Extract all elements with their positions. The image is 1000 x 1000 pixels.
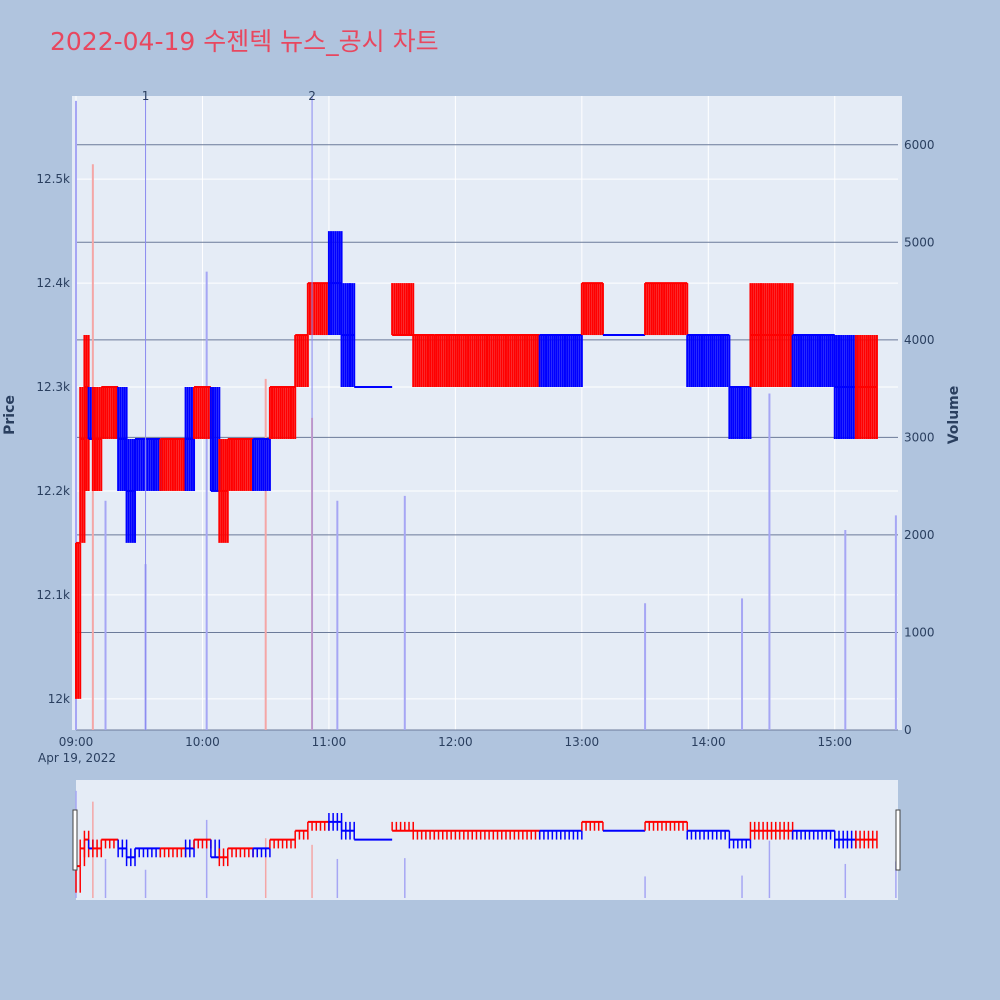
price-layer (75, 231, 878, 699)
y2-tick-label: 5000 (904, 235, 935, 249)
y-tick-label: 12.1k (36, 588, 70, 602)
y-tick-label: 12.2k (36, 484, 70, 498)
range-slider[interactable] (76, 780, 898, 900)
y-tick-label: 12k (48, 692, 70, 706)
chart-title: 2022-04-19 수젠텍 뉴스_공시 차트 (50, 27, 439, 56)
x-tick-label: 13:00 (565, 735, 600, 749)
x-tick-label: 14:00 (691, 735, 726, 749)
y-tick-label: 12.3k (36, 380, 70, 394)
y2-tick-label: 3000 (904, 430, 935, 444)
y-tick-label: 12.4k (36, 276, 70, 290)
x-tick-label: 10:00 (185, 735, 220, 749)
news-marker-label: 1 (142, 89, 150, 103)
y2-tick-label: 0 (904, 723, 912, 737)
y2-tick-label: 2000 (904, 528, 935, 542)
y2-tick-label: 4000 (904, 333, 935, 347)
y-tick-label: 12.5k (36, 172, 70, 186)
range-slider-preview (75, 790, 897, 898)
y2-tick-label: 1000 (904, 625, 935, 639)
x-tick-label: 12:00 (438, 735, 473, 749)
x-tick-label: 09:00 (59, 735, 94, 749)
y2-tick-label: 6000 (904, 138, 935, 152)
x-tick-label: 11:00 (312, 735, 347, 749)
y-axis-title: Price (2, 395, 18, 435)
news-marker-label: 2 (308, 89, 316, 103)
ticks-layer: 12k 12.1k 12.2k 12.3k 12.4k 12.5k 09:00 10:00 11… (36, 138, 934, 749)
range-slider-right-handle[interactable] (895, 809, 901, 871)
y2-axis-title: Volume (946, 386, 962, 445)
range-slider-left-handle[interactable] (72, 809, 78, 871)
x-tick-label: 15:00 (817, 735, 852, 749)
x-date-label: Apr 19, 2022 (38, 751, 116, 765)
